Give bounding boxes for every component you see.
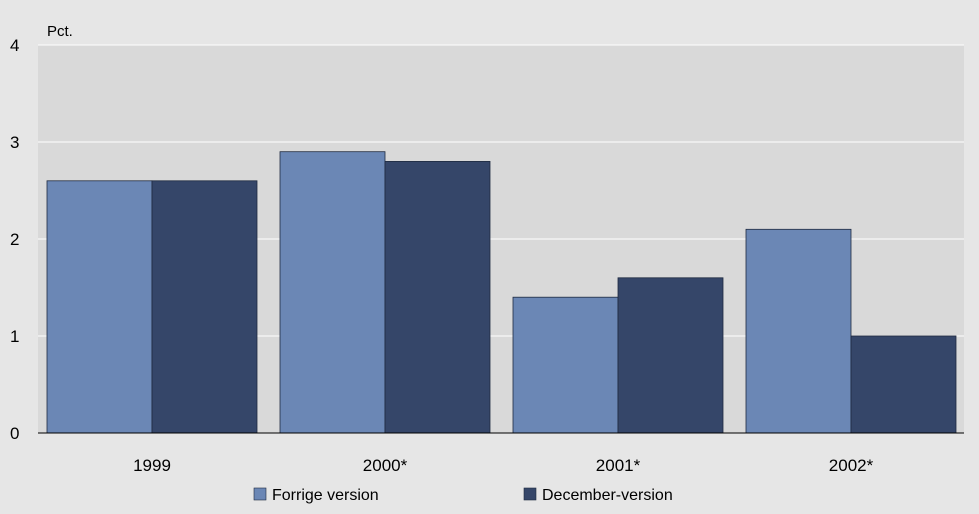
y-tick-label: 0	[10, 424, 19, 443]
bar-2001-series-2	[617, 277, 724, 434]
x-tick-label: 2001*	[596, 456, 641, 475]
x-axis-ticks: 1999 2000* 2001* 2002*	[133, 456, 874, 475]
legend: Forrige version December-version	[253, 487, 673, 504]
y-axis-ticks: 0 1 2 3 4	[10, 36, 19, 443]
legend-swatch	[253, 487, 267, 501]
x-tick-label: 2000*	[363, 456, 408, 475]
y-tick-label: 1	[10, 327, 19, 346]
y-tick-label: 3	[10, 133, 19, 152]
unit-label: Pct.	[47, 23, 73, 40]
bar-2002-series-2	[850, 335, 957, 434]
y-tick-label: 2	[10, 230, 19, 249]
legend-label: Forrige version	[272, 487, 379, 504]
bar-1999-series-1	[46, 180, 153, 434]
bar-2002-series-1	[745, 228, 852, 434]
bar-1999-series-2	[151, 180, 258, 434]
legend-label: December-version	[542, 487, 673, 504]
legend-swatch	[523, 487, 537, 501]
bars	[46, 151, 957, 434]
bar-2001-series-1	[512, 296, 619, 434]
bar-2000-series-1	[279, 151, 386, 434]
x-tick-label: 1999	[133, 456, 171, 475]
bar-2000-series-2	[384, 160, 491, 434]
y-tick-label: 4	[10, 36, 19, 55]
x-tick-label: 2002*	[829, 456, 874, 475]
